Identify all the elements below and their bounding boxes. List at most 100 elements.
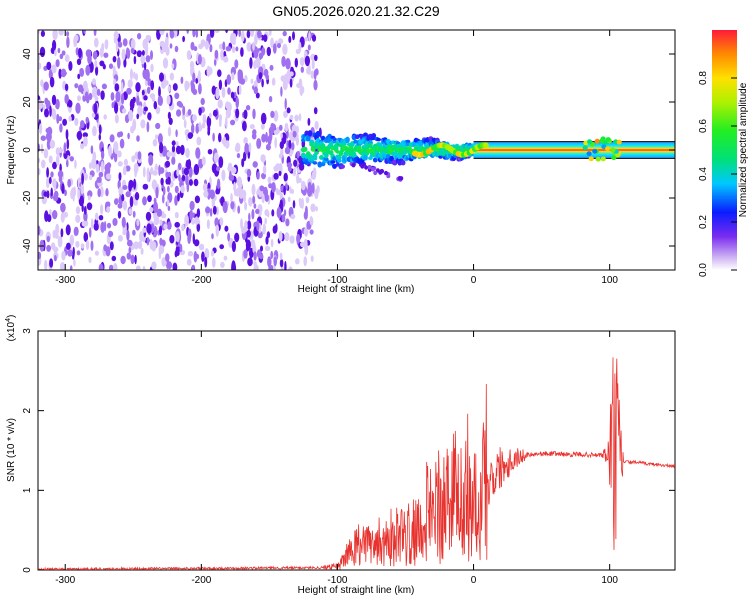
heatmap-noise-cell <box>166 221 172 230</box>
heatmap-noise-cell <box>178 102 184 108</box>
heatmap-noise-cell <box>243 109 248 120</box>
heatmap-noise-cell <box>121 193 125 202</box>
heatmap-noise-cell <box>209 208 213 217</box>
heatmap-noise-cell <box>67 249 73 257</box>
heatmap-noise-cell <box>100 204 104 215</box>
heatmap-noise-cell <box>76 130 83 140</box>
heatmap-noise-cell <box>98 215 104 221</box>
heatmap-noise-cell <box>292 31 295 41</box>
heatmap-noise-cell <box>282 79 288 91</box>
heatmap-noise-cell <box>135 82 141 93</box>
heatmap-noise-cell <box>221 169 226 182</box>
heatmap-noise-cell <box>249 124 255 130</box>
heatmap-noise-cell <box>315 206 318 212</box>
heatmap-noise-cell <box>130 254 135 265</box>
heatmap-noise-cell <box>137 33 142 40</box>
heatmap-noise-cell <box>195 30 199 38</box>
heatmap-noise-cell <box>225 30 228 33</box>
heatmap-noise-cell <box>261 172 266 180</box>
heatmap-noise-cell <box>150 50 153 60</box>
heatmap-noise-cell <box>76 250 81 256</box>
heatmap-noise-cell <box>182 35 186 43</box>
heatmap-noise-cell <box>153 201 159 213</box>
heatmap-noise-cell <box>102 63 106 70</box>
heatmap-noise-cell <box>88 256 92 264</box>
heatmap-noise-cell <box>198 43 204 50</box>
heatmap-noise-cell <box>114 102 119 114</box>
heatmap-noise-cell <box>231 240 236 253</box>
heatmap-noise-cell <box>175 141 179 147</box>
heatmap-noise-cell <box>75 47 79 56</box>
heatmap-noise-cell <box>298 162 305 171</box>
heatmap-noise-cell <box>241 30 245 42</box>
heatmap-noise-cell <box>237 205 241 214</box>
heatmap-noise-cell <box>176 109 182 117</box>
x-tick-label: -300 <box>55 275 75 286</box>
heatmap-noise-cell <box>270 110 275 118</box>
heatmap-noise <box>38 30 322 270</box>
heatmap-noise-cell <box>252 129 257 136</box>
heatmap-signal-cell <box>384 170 388 176</box>
heatmap-noise-cell <box>50 242 56 250</box>
heatmap-noise-cell <box>114 83 120 92</box>
heatmap-noise-cell <box>146 121 150 133</box>
heatmap-noise-cell <box>165 253 170 262</box>
heatmap-noise-cell <box>235 142 241 153</box>
heatmap-noise-cell <box>73 226 79 236</box>
heatmap-noise-cell <box>253 251 257 261</box>
heatmap-noise-cell <box>110 92 115 101</box>
heatmap-noise-cell <box>307 44 311 51</box>
heatmap-noise-cell <box>50 187 53 197</box>
heatmap-noise-cell <box>191 218 196 225</box>
colorbar-tick-label: 0.2 <box>698 215 709 229</box>
heatmap-signal-cell <box>389 155 394 162</box>
heatmap-signal-cell <box>337 155 342 161</box>
heatmap-noise-cell <box>50 171 54 178</box>
heatmap-signal-cell <box>605 137 611 142</box>
heatmap-signal-cell <box>363 132 368 137</box>
heatmap-noise-cell <box>187 232 191 245</box>
heatmap-noise-cell <box>228 174 235 181</box>
heatmap-noise-cell <box>113 152 118 163</box>
heatmap-noise-cell <box>66 36 70 49</box>
heatmap-noise-cell <box>76 58 82 66</box>
heatmap-noise-cell <box>227 87 231 95</box>
heatmap-noise-cell <box>133 162 139 174</box>
colorbar-tick-label: 0.8 <box>698 71 709 85</box>
heatmap-signal-cell <box>405 139 411 144</box>
heatmap-noise-cell <box>98 171 104 178</box>
heatmap-noise-cell <box>198 107 202 116</box>
heatmap-noise-cell <box>298 113 302 122</box>
heatmap-noise-cell <box>305 196 310 204</box>
heatmap-noise-cell <box>72 253 75 260</box>
heatmap-noise-cell <box>183 167 189 176</box>
heatmap-noise-cell <box>309 215 313 226</box>
heatmap-noise-cell <box>74 159 77 169</box>
heatmap-noise-cell <box>117 150 122 158</box>
heatmap-noise-cell <box>166 199 170 206</box>
heatmap-noise-cell <box>187 159 192 170</box>
heatmap-noise-cell <box>55 59 60 68</box>
heatmap-noise-cell <box>174 185 179 194</box>
heatmap-noise-cell <box>147 195 152 203</box>
heatmap-noise-cell <box>215 225 219 237</box>
heatmap-noise-cell <box>38 61 42 70</box>
heatmap-noise-cell <box>109 134 115 143</box>
heatmap-noise-cell <box>142 196 147 206</box>
heatmap-noise-cell <box>233 181 237 193</box>
heatmap-signal-cell <box>364 165 369 170</box>
heatmap-noise-cell <box>216 178 221 190</box>
heatmap-noise-cell <box>242 120 247 132</box>
heatmap-noise-cell <box>141 50 145 56</box>
heatmap-noise-cell <box>196 136 202 146</box>
heatmap-noise-cell <box>180 144 185 156</box>
heatmap-noise-cell <box>273 110 279 122</box>
heatmap-noise-cell <box>80 182 84 195</box>
heatmap-signal-cell <box>363 155 368 161</box>
heatmap-noise-cell <box>174 211 179 219</box>
heatmap-noise-cell <box>311 34 317 42</box>
heatmap-noise-cell <box>228 162 233 170</box>
heatmap-noise-cell <box>38 225 41 236</box>
heatmap-signal-cell <box>373 170 378 176</box>
heatmap-noise-cell <box>127 239 133 247</box>
